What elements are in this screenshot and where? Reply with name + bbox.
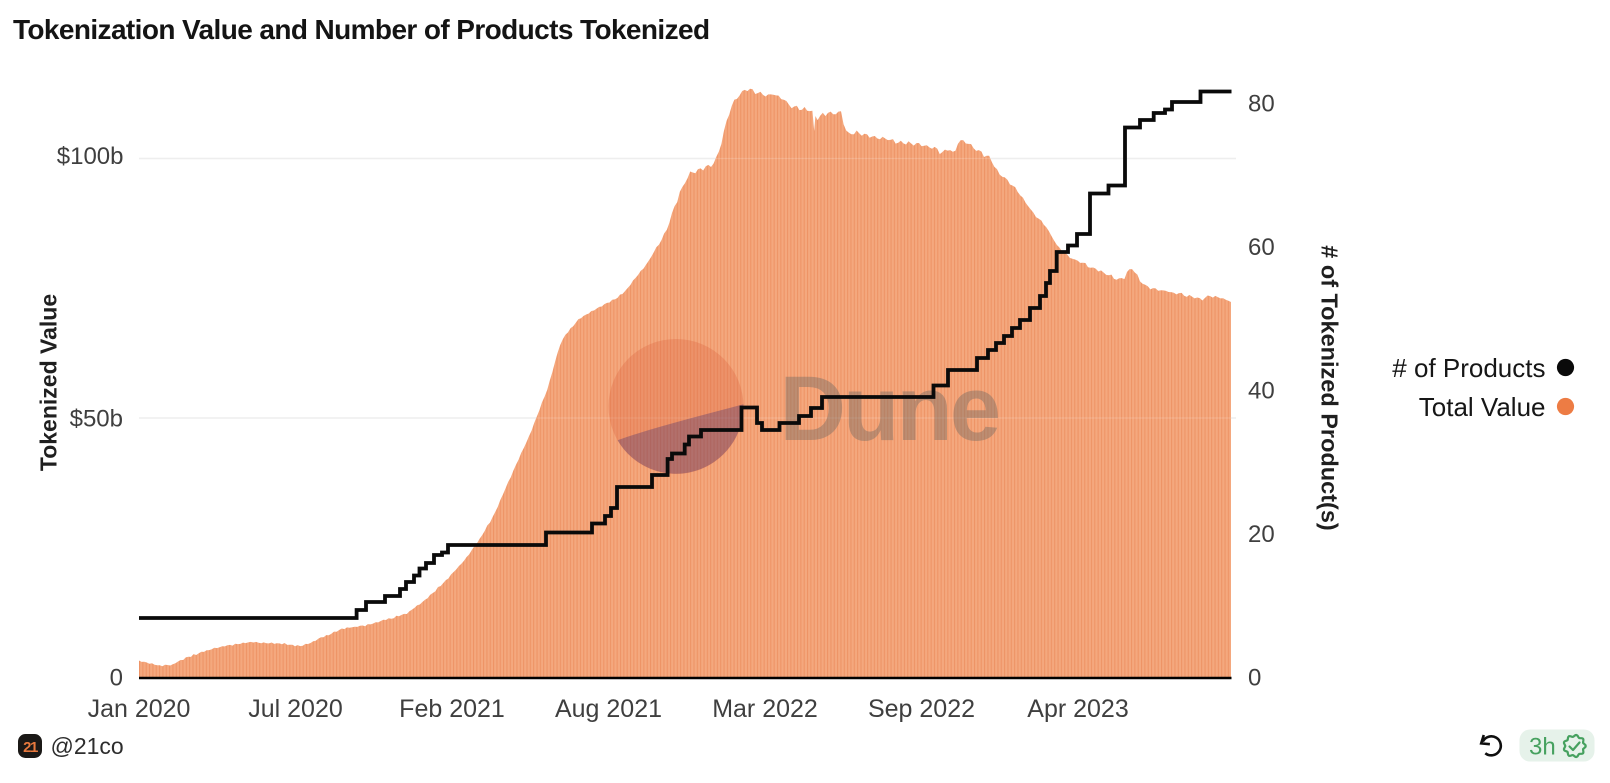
svg-text:40: 40 (1248, 378, 1275, 405)
svg-text:80: 80 (1248, 91, 1275, 118)
svg-text:Jan 2020: Jan 2020 (88, 695, 191, 723)
svg-text:Tokenized Value: Tokenized Value (36, 294, 62, 471)
svg-text:0: 0 (1248, 665, 1261, 692)
svg-text:Tokenization Value and Number: Tokenization Value and Number of Product… (13, 14, 709, 45)
svg-text:Aug 2021: Aug 2021 (555, 695, 662, 723)
svg-text:@21co: @21co (51, 733, 124, 759)
svg-text:# of Products: # of Products (1392, 353, 1545, 383)
svg-text:Feb 2021: Feb 2021 (399, 695, 505, 723)
svg-text:$50b: $50b (70, 406, 123, 433)
svg-text:Mar 2022: Mar 2022 (712, 695, 818, 723)
svg-text:Sep 2022: Sep 2022 (868, 695, 975, 723)
svg-text:60: 60 (1248, 234, 1275, 261)
svg-text:0: 0 (110, 665, 123, 692)
svg-text:# of Tokenized Product(s): # of Tokenized Product(s) (1317, 245, 1343, 531)
svg-text:Apr 2023: Apr 2023 (1027, 695, 1128, 723)
svg-text:20: 20 (1248, 521, 1275, 548)
svg-text:3h: 3h (1529, 734, 1556, 761)
svg-text:Total Value: Total Value (1419, 392, 1546, 422)
svg-text:Jul 2020: Jul 2020 (248, 695, 343, 723)
svg-text:21: 21 (23, 739, 38, 756)
svg-text:$100b: $100b (57, 143, 124, 170)
